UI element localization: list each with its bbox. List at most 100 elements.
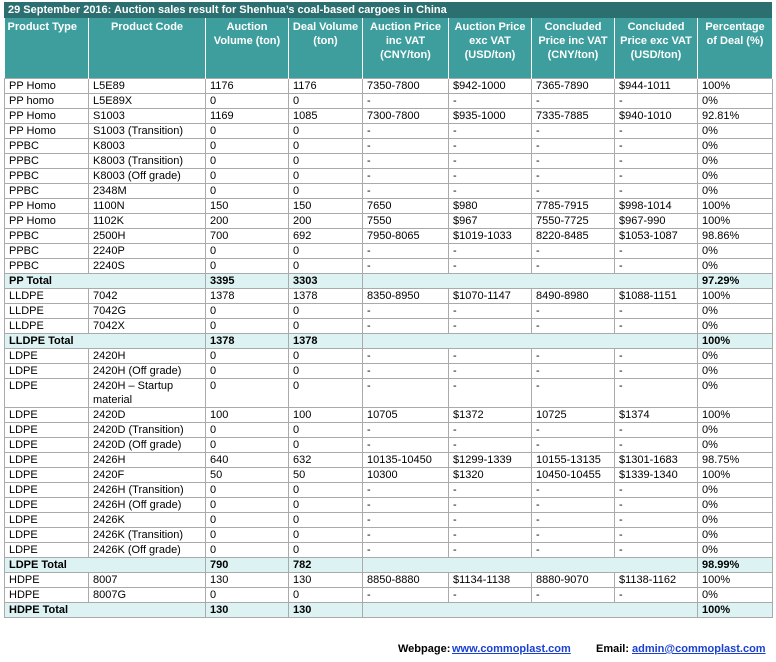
table-cell: PP Homo: [4, 108, 89, 124]
table-cell: -: [448, 482, 532, 498]
table-cell: -: [614, 168, 698, 184]
table-row: LDPE 2420D (Off grade) 0 0- - - -0%: [4, 437, 773, 453]
table-cell: LDPE: [4, 407, 89, 423]
table-cell: 0: [288, 542, 363, 558]
total-percentage: 97.29%: [697, 273, 773, 289]
total-percentage: 98.99%: [697, 557, 773, 573]
table-cell: 0%: [697, 258, 773, 274]
table-cell: 2426H (Transition): [88, 482, 206, 498]
table-cell: 0%: [697, 482, 773, 498]
table-cell: 0: [205, 497, 289, 513]
table-cell: 130: [288, 572, 363, 588]
table-cell: 10450-10455: [531, 467, 615, 483]
table-cell: 200: [205, 213, 289, 229]
table-row: PP Homo S1003 (Transition) 0 0- - - -0%: [4, 123, 773, 139]
table-cell: -: [531, 183, 615, 199]
table-cell: -: [362, 93, 449, 109]
table-cell: K8003: [88, 138, 206, 154]
header-cell: Auction Price exc VAT (USD/ton): [448, 18, 532, 79]
table-cell: 0: [205, 243, 289, 259]
table-cell: 1100N: [88, 198, 206, 214]
table-cell: LDPE: [4, 348, 89, 364]
table-cell: -: [362, 243, 449, 259]
email-link[interactable]: admin@commoplast.com: [632, 643, 766, 655]
empty-cell: [362, 557, 698, 573]
table-cell: -: [614, 258, 698, 274]
table-cell: LDPE: [4, 467, 89, 483]
table-cell: 0%: [697, 168, 773, 184]
table-cell: -: [448, 378, 532, 408]
table-row: PPBC 2348M 0 0- - - -0%: [4, 183, 773, 199]
table-cell: $967: [448, 213, 532, 229]
table-row: PP Homo 1100N 150 150 7650 $980 7785-7915 $998-…: [4, 198, 773, 214]
table-cell: 0: [288, 512, 363, 528]
table-cell: LDPE: [4, 497, 89, 513]
table-cell: PP Homo: [4, 123, 89, 139]
table-cell: -: [448, 138, 532, 154]
table-cell: 0%: [697, 527, 773, 543]
table-cell: PPBC: [4, 168, 89, 184]
table-cell: -: [531, 527, 615, 543]
table-cell: 100%: [697, 407, 773, 423]
table-cell: -: [614, 527, 698, 543]
table-cell: 0: [205, 168, 289, 184]
table-cell: 0: [205, 93, 289, 109]
table-cell: 0: [205, 542, 289, 558]
table-cell: 150: [288, 198, 363, 214]
header-cell: Auction Price inc VAT (CNY/ton): [362, 18, 449, 79]
table-cell: -: [614, 542, 698, 558]
table-cell: 640: [205, 452, 289, 468]
table-cell: 2426H: [88, 452, 206, 468]
webpage-link[interactable]: www.commoplast.com: [452, 643, 571, 655]
table-cell: 0%: [697, 542, 773, 558]
table-cell: -: [362, 512, 449, 528]
table-cell: 0: [205, 183, 289, 199]
table-cell: -: [531, 123, 615, 139]
total-auction-volume: 130: [205, 602, 289, 618]
table-cell: 7300-7800: [362, 108, 449, 124]
table-cell: L5E89X: [88, 93, 206, 109]
table-cell: 8490-8980: [531, 288, 615, 304]
table-cell: 0: [205, 303, 289, 319]
table-cell: -: [614, 93, 698, 109]
table-cell: -: [362, 303, 449, 319]
table-cell: -: [362, 422, 449, 438]
table-cell: 10705: [362, 407, 449, 423]
table-cell: 1176: [205, 78, 289, 94]
table-cell: LLDPE: [4, 288, 89, 304]
table-cell: -: [614, 363, 698, 379]
empty-cell: [362, 333, 698, 349]
table-cell: PPBC: [4, 258, 89, 274]
table-cell: 0: [288, 243, 363, 259]
table-cell: 700: [205, 228, 289, 244]
table-row: LDPE 2426K 0 0- - - -0%: [4, 512, 773, 528]
table-cell: 130: [205, 572, 289, 588]
table-cell: $980: [448, 198, 532, 214]
table-cell: -: [531, 168, 615, 184]
table-row: LDPE 2420H 0 0- - - -0%: [4, 348, 773, 364]
table-cell: 0: [205, 378, 289, 408]
table-cell: 100%: [697, 198, 773, 214]
table-cell: 0: [288, 422, 363, 438]
table-cell: 0: [288, 437, 363, 453]
webpage-label: Webpage:: [398, 643, 451, 655]
table-cell: LDPE: [4, 363, 89, 379]
table-cell: LLDPE: [4, 318, 89, 334]
table-cell: 2426K (Off grade): [88, 542, 206, 558]
table-row: LDPE 2426H (Transition) 0 0- - - -0%: [4, 482, 773, 498]
table-cell: PPBC: [4, 228, 89, 244]
table-cell: 0: [288, 303, 363, 319]
table-cell: 0: [288, 378, 363, 408]
table-cell: 0: [288, 363, 363, 379]
table-cell: -: [362, 542, 449, 558]
empty-cell: [362, 273, 698, 289]
table-cell: 10725: [531, 407, 615, 423]
table-cell: 0: [288, 587, 363, 603]
total-label: PP Total: [4, 273, 206, 289]
table-cell: -: [614, 138, 698, 154]
table-title: 29 September 2016: Auction sales result …: [4, 2, 772, 18]
table-cell: -: [531, 93, 615, 109]
table-cell: 0%: [697, 512, 773, 528]
table-cell: 2426K: [88, 512, 206, 528]
